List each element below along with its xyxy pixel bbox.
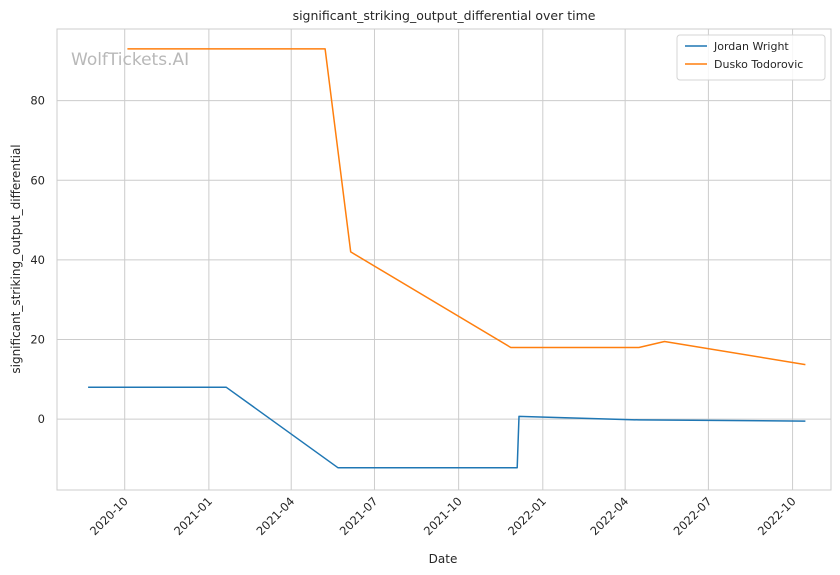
plot-frame [56,28,832,491]
series-line-jordan-wright [88,386,806,469]
y-tick-labels: 0 20 40 60 80 [30,94,45,426]
y-tick-label: 40 [30,253,45,267]
x-axis-label: Date [429,552,458,566]
x-tick-label: 2021-01 [171,494,215,538]
y-tick-label: 80 [30,94,45,108]
x-tick-label: 2021-07 [337,494,381,538]
x-tick-labels: 2020-10 2021-01 2021-04 2021-07 2021-10 2022-… [87,494,799,538]
y-tick-label: 0 [38,412,45,426]
chart-title: significant_striking_output_differential… [293,8,596,23]
x-tick-label: 2022-10 [755,494,799,538]
y-tick-label: 60 [30,173,45,187]
x-tick-label: 2021-04 [253,494,297,538]
x-tick-label: 2021-10 [421,494,465,538]
x-tick-label: 2022-01 [505,494,549,538]
legend-box [676,34,826,81]
grid-lines [57,29,831,490]
legend-label-dusko-todorovic: Dusko Todorovic [714,58,803,71]
y-axis-label: significant_striking_output_differential [9,144,23,373]
legend-label-jordan-wright: Jordan Wright [713,40,789,53]
x-tick-label: 2020-10 [87,494,131,538]
series-line-dusko-todorovic [127,48,806,366]
x-tick-label: 2022-04 [587,494,631,538]
legend: Jordan Wright Dusko Todorovic [676,34,826,81]
watermark: WolfTickets.AI [71,50,189,70]
series-group [88,48,806,469]
x-tick-label: 2022-07 [671,494,715,538]
y-tick-label: 20 [30,333,45,347]
